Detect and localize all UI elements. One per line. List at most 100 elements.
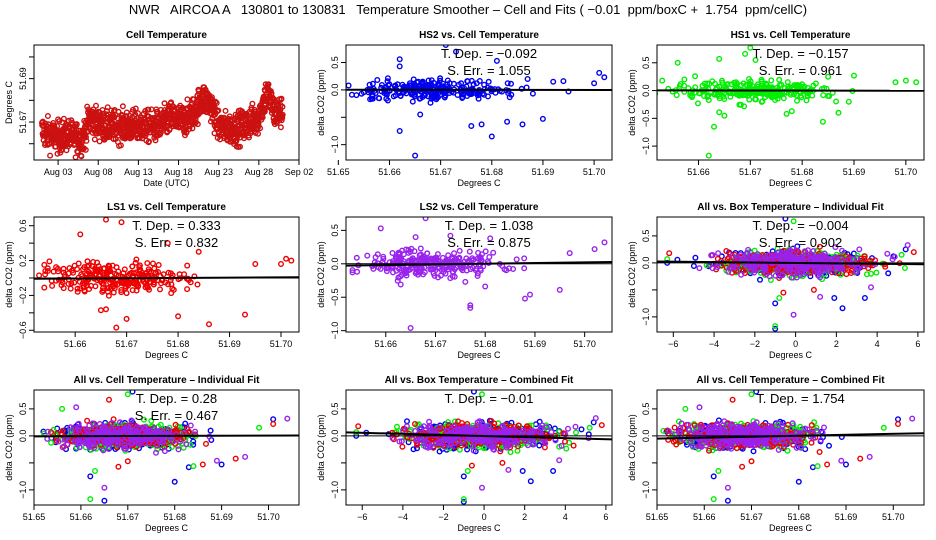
outlier-point-ls1 xyxy=(175,313,182,320)
y-tick-label: 0.0 xyxy=(641,257,651,270)
data-point-ls1 xyxy=(184,262,191,269)
outlier-point-ls2 xyxy=(487,235,494,242)
data-point-hs2 xyxy=(410,76,417,83)
data-point-ls2 xyxy=(76,424,83,431)
temp-dependence-annotation: T. Dep. = −0.157 xyxy=(752,46,848,61)
data-point-cell xyxy=(161,100,168,107)
x-tick-label: 0 xyxy=(793,339,798,349)
panel-title: All vs. Box Temperature – Individual Fit xyxy=(697,202,884,213)
data-point-ls1 xyxy=(60,265,67,272)
data-point-ls2 xyxy=(466,248,473,255)
outlier-point-hs2 xyxy=(831,295,838,302)
data-point-ls2 xyxy=(451,250,458,257)
outlier-point-ls1 xyxy=(97,307,104,314)
y-tick-label: 0.6 xyxy=(18,219,28,232)
data-point-hs1 xyxy=(803,97,810,104)
outlier-point-hs2 xyxy=(861,295,868,302)
outlier-point-hs1 xyxy=(868,270,875,277)
y-tick-label: 0.5 xyxy=(330,56,340,69)
data-point-cell xyxy=(279,103,286,110)
data-point-ls2 xyxy=(427,266,434,273)
outlier-point-hs1 xyxy=(716,55,723,62)
outlier-point-hs2 xyxy=(87,473,94,480)
data-point-hs2 xyxy=(392,82,399,89)
outlier-point-hs2 xyxy=(519,468,526,475)
x-tick-label: −4 xyxy=(709,339,719,349)
data-point-hs2 xyxy=(384,75,391,82)
data-point-ls2 xyxy=(131,438,138,445)
outlier-point-hs2 xyxy=(129,390,136,395)
outlier-point-ls2 xyxy=(591,246,598,253)
panel-title: HS2 vs. Cell Temperature xyxy=(419,30,539,41)
data-point-hs2 xyxy=(536,442,543,449)
data-point-ls2 xyxy=(832,244,839,251)
data-point-ls2 xyxy=(64,441,71,448)
plot-frame xyxy=(345,44,613,161)
data-point-ls2 xyxy=(101,423,108,430)
data-point-hs1 xyxy=(677,80,684,87)
x-tick-label: Aug 03 xyxy=(44,167,73,177)
outlier-point-hs1 xyxy=(772,323,779,330)
data-point-hs2 xyxy=(386,81,393,88)
data-point-hs2 xyxy=(390,93,397,100)
data-point-ls2 xyxy=(789,245,796,252)
outlier-point-hs1 xyxy=(788,108,795,115)
data-point-hs2 xyxy=(427,99,434,106)
y-axis-label: delta CO2 (ppm) xyxy=(4,414,14,481)
data-point-cell xyxy=(148,106,155,113)
y-axis-label: delta CO2 (ppm) xyxy=(627,241,637,308)
outlier-point-hs2 xyxy=(527,478,534,485)
x-tick-label: 51.70 xyxy=(573,339,596,349)
x-tick-label: 51.69 xyxy=(532,167,555,177)
data-point-ls1 xyxy=(100,287,107,294)
outlier-point-hs1 xyxy=(256,424,263,431)
outlier-point-ls1 xyxy=(118,219,125,226)
data-point-hs2 xyxy=(436,92,443,99)
outlier-point-ls2 xyxy=(904,242,911,249)
data-point-hs1 xyxy=(695,100,702,107)
x-axis-label: Degrees C xyxy=(145,350,189,360)
data-point-cell xyxy=(132,105,139,112)
x-tick-label: 51.68 xyxy=(791,167,814,177)
data-point-ls1 xyxy=(816,243,823,250)
outlier-point-hs2 xyxy=(839,305,846,312)
outlier-point-hs1 xyxy=(742,50,749,57)
x-tick-label: 51.66 xyxy=(687,167,710,177)
outlier-point-ls1 xyxy=(124,458,131,465)
outlier-point-ls2 xyxy=(284,415,291,422)
fit-line xyxy=(34,276,299,280)
data-point-ls2 xyxy=(729,252,736,259)
data-point-ls2 xyxy=(459,267,466,274)
data-point-ls2 xyxy=(477,254,484,261)
data-point-ls2 xyxy=(372,254,379,261)
data-point-hs1 xyxy=(157,421,164,428)
y-tick-label: −0.6 xyxy=(18,321,28,339)
data-point-ls2 xyxy=(380,255,387,262)
x-tick-label: 51.66 xyxy=(375,339,398,349)
outlier-point-hs2 xyxy=(772,300,779,307)
outlier-point-ls2 xyxy=(213,457,220,464)
data-point-ls2 xyxy=(785,256,792,263)
data-point-ls2 xyxy=(353,254,360,261)
data-point-cell xyxy=(189,125,196,132)
panel-title: LS1 vs. Cell Temperature xyxy=(107,202,226,213)
x-tick-label: 51.68 xyxy=(481,167,504,177)
outlier-point-hs1 xyxy=(752,57,759,64)
data-point-hs2 xyxy=(190,438,197,445)
outlier-point-hs1 xyxy=(845,98,852,105)
std-error-annotation: S. Err. = 0.875 xyxy=(447,235,530,250)
outlier-point-hs2 xyxy=(772,325,779,332)
data-point-hs2 xyxy=(375,95,382,102)
outlier-point-ls2 xyxy=(566,250,573,257)
data-point-ls1 xyxy=(60,285,67,292)
y-axis-label: delta CO2 (ppm) xyxy=(4,241,14,308)
data-point-ls2 xyxy=(55,438,62,445)
data-point-ls2 xyxy=(779,250,786,257)
data-point-ls1 xyxy=(158,280,165,287)
data-point-ls2 xyxy=(470,256,477,263)
plot-frame xyxy=(33,44,300,161)
data-point-ls2 xyxy=(90,438,97,445)
data-point-hs1 xyxy=(721,95,728,102)
x-tick-label: Sep 02 xyxy=(285,167,314,177)
data-point-ls1 xyxy=(71,279,78,286)
